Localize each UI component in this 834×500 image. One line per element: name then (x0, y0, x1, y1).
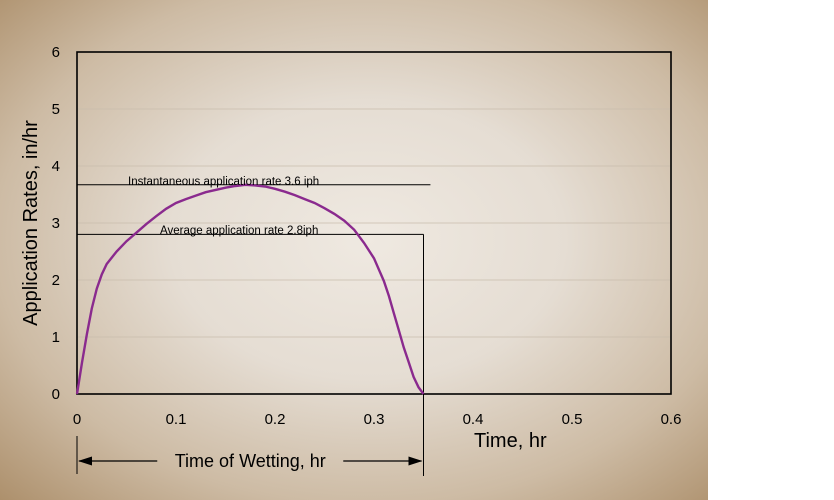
y-tick-label: 3 (52, 215, 60, 232)
time-of-wetting-span: Time of Wetting, hr (76, 394, 424, 476)
x-tick-label: 0.1 (166, 411, 187, 428)
y-tick-label: 1 (52, 329, 60, 346)
gridlines (77, 108, 671, 338)
arrowhead-right-icon (408, 456, 423, 466)
y-axis-title: Application Rates, in/hr (20, 120, 42, 326)
y-tick-label: 6 (52, 44, 60, 61)
y-tick-label: 4 (52, 158, 60, 175)
x-tick-label: 0.6 (661, 411, 682, 428)
x-tick-label: 0.4 (463, 411, 484, 428)
average-rate-label: Average application rate 2.8iph (160, 225, 318, 237)
instantaneous-rate-label: Instantaneous application rate 3.6 iph (128, 176, 319, 188)
x-tick-label: 0.3 (364, 411, 385, 428)
y-axis-ticks: 0 1 2 3 4 5 6 (52, 44, 60, 403)
arrowhead-left-icon (78, 456, 92, 466)
x-tick-label: 0.2 (265, 411, 286, 428)
x-tick-label: 0.5 (562, 411, 583, 428)
application-rate-curve (75, 183, 425, 395)
time-of-wetting-label: Time of Wetting, hr (175, 451, 326, 471)
plot-area-frame (76, 51, 672, 395)
y-tick-label: 2 (52, 272, 60, 289)
y-tick-label: 5 (52, 101, 60, 118)
x-tick-label: 0 (73, 411, 81, 428)
x-axis-ticks: 0 0.1 0.2 0.3 0.4 0.5 0.6 (73, 411, 682, 428)
x-axis-title: Time, hr (474, 430, 547, 452)
y-tick-label: 0 (52, 386, 60, 403)
